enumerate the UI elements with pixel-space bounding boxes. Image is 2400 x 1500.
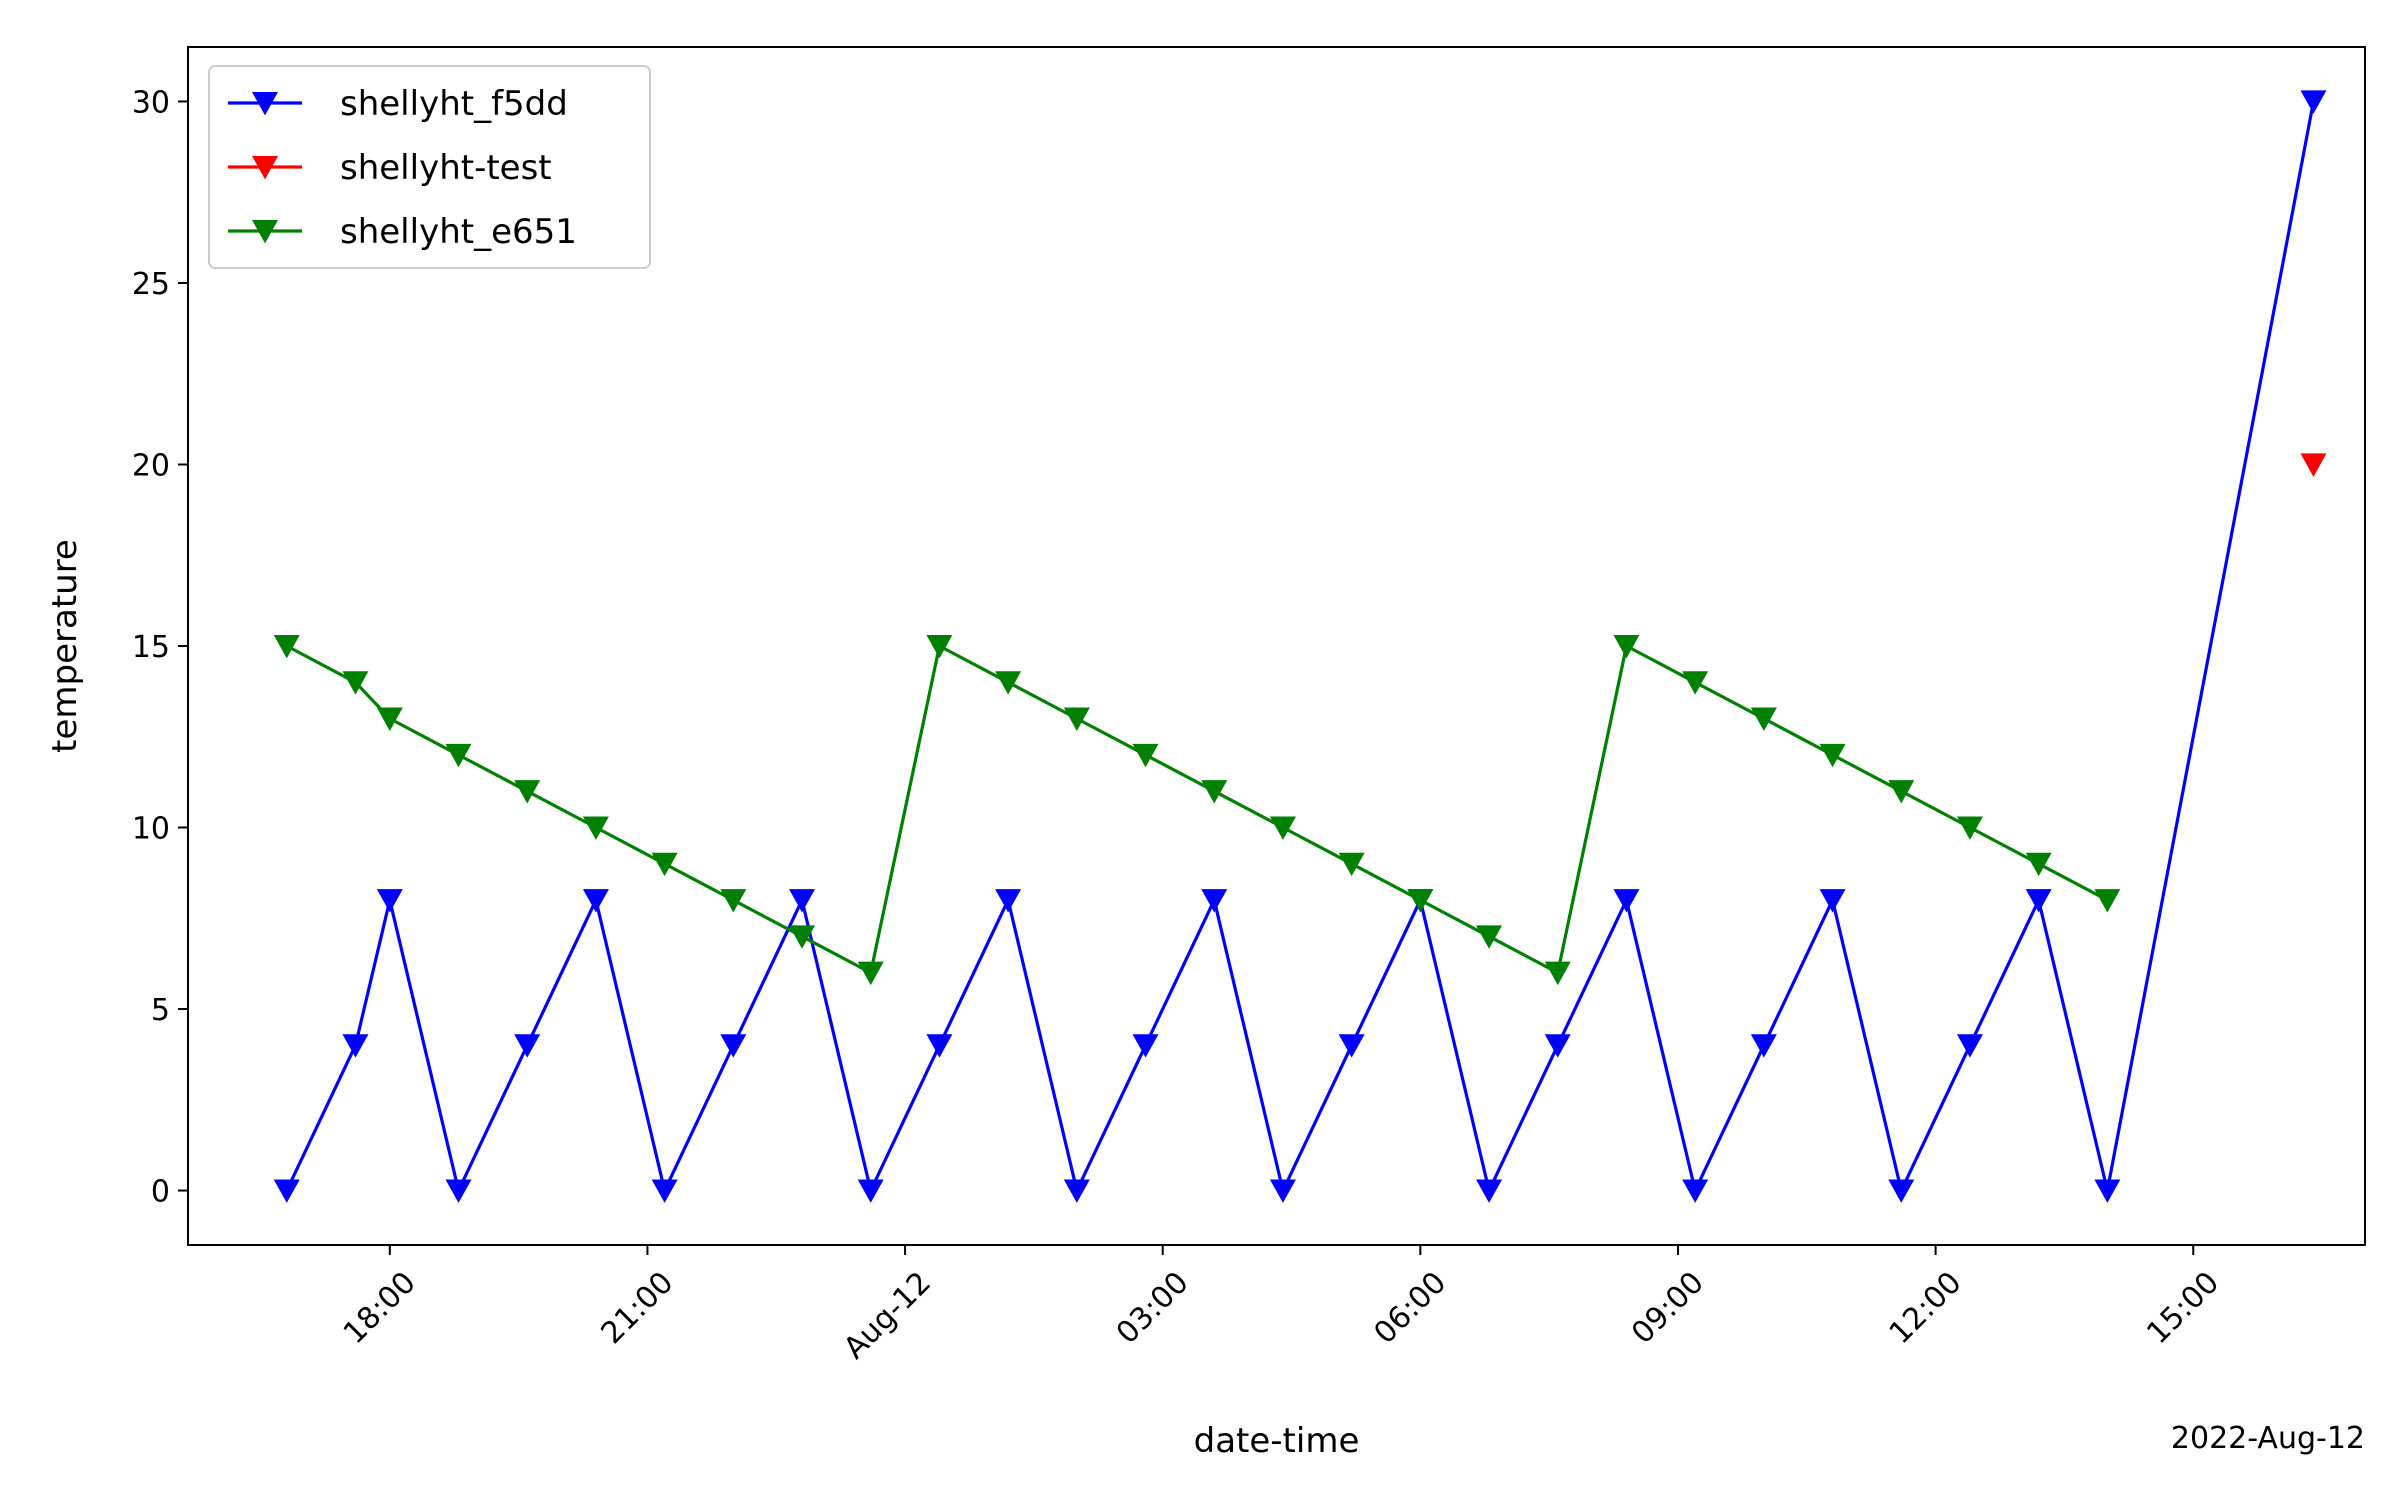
- y-axis: 0 5 10 15 20 25 30: [132, 85, 188, 1210]
- data-point-marker: [1819, 889, 1846, 913]
- y-tick-label: 5: [151, 993, 170, 1028]
- data-point-marker: [376, 889, 403, 913]
- y-tick-label: 25: [132, 267, 170, 302]
- data-point-marker: [1888, 1179, 1915, 1203]
- legend-box: [208, 65, 651, 269]
- legend-label: shellyht_f5dd: [340, 84, 568, 124]
- y-tick-label: 30: [132, 85, 170, 120]
- legend-marker: [252, 91, 278, 116]
- data-point-marker: [720, 1034, 747, 1058]
- data-point-marker: [1476, 1179, 1503, 1203]
- data-point-marker: [1956, 816, 1983, 840]
- legend-marker: [252, 219, 278, 244]
- legend-label: shellyht-test: [340, 148, 552, 188]
- data-point-marker: [1338, 852, 1365, 877]
- data-point-marker: [1750, 1034, 1777, 1058]
- data-point-marker: [514, 1034, 541, 1058]
- data-point-marker: [582, 889, 609, 913]
- data-point-marker: [1682, 1179, 1709, 1203]
- data-point-marker: [1682, 671, 1709, 695]
- data-point-marker: [1750, 707, 1777, 731]
- data-point-marker: [1613, 634, 1640, 659]
- series-shellyht-test: [2300, 453, 2327, 477]
- data-point-marker: [1613, 889, 1640, 913]
- data-point-marker: [2300, 90, 2327, 114]
- data-point-marker: [1201, 780, 1228, 804]
- data-point-marker: [1819, 743, 1846, 768]
- series-shellyht_f5dd: [273, 90, 2327, 1203]
- data-point-marker: [1476, 925, 1503, 949]
- data-point-marker: [1132, 1034, 1159, 1058]
- data-point-marker: [445, 1179, 472, 1203]
- data-point-marker: [376, 707, 403, 731]
- data-point-marker: [342, 1034, 369, 1058]
- data-point-marker: [2300, 453, 2327, 477]
- data-point-marker: [1544, 961, 1571, 986]
- legend-item: shellyht_f5dd: [228, 84, 568, 124]
- data-point-marker: [1544, 1034, 1571, 1058]
- legend-marker: [252, 155, 278, 180]
- data-point-marker: [2025, 852, 2052, 877]
- y-tick-label: 15: [132, 630, 170, 665]
- legend-item: shellyht_e651: [228, 212, 577, 252]
- data-point-marker: [342, 671, 369, 695]
- data-point-marker: [2094, 1179, 2121, 1203]
- y-tick-label: 0: [151, 1175, 170, 1210]
- series-shellyht_e651: [273, 634, 2121, 986]
- x-axis-offset-label: 2022-Aug-12: [2171, 1421, 2365, 1456]
- data-point-marker: [582, 816, 609, 840]
- data-point-marker: [651, 852, 678, 877]
- data-point-marker: [1132, 743, 1159, 768]
- y-tick-label: 10: [132, 812, 170, 847]
- data-point-marker: [1063, 1179, 1090, 1203]
- data-point-marker: [789, 889, 816, 913]
- data-point-marker: [273, 634, 300, 659]
- x-axis-label: date-time: [1194, 1421, 1360, 1461]
- data-point-marker: [1888, 780, 1915, 804]
- data-point-marker: [514, 780, 541, 804]
- legend-label: shellyht_e651: [340, 212, 577, 252]
- data-point-marker: [273, 1179, 300, 1203]
- data-point-marker: [857, 961, 884, 986]
- data-point-marker: [1338, 1034, 1365, 1058]
- data-point-marker: [857, 1179, 884, 1203]
- data-point-marker: [720, 889, 747, 913]
- data-point-marker: [789, 925, 816, 949]
- data-point-marker: [2094, 889, 2121, 913]
- data-point-marker: [1201, 889, 1228, 913]
- y-tick-label: 20: [132, 448, 170, 483]
- data-point-marker: [995, 889, 1022, 913]
- data-point-marker: [995, 671, 1022, 695]
- data-point-marker: [1269, 1179, 1296, 1203]
- data-point-marker: [2025, 889, 2052, 913]
- data-point-marker: [926, 634, 953, 659]
- series-line: [286, 644, 2109, 975]
- legend: shellyht_f5dd shellyht-test shellyht_e651: [208, 65, 651, 269]
- data-point-marker: [651, 1179, 678, 1203]
- data-point-marker: [445, 743, 472, 768]
- data-point-marker: [1407, 889, 1434, 913]
- data-point-marker: [1956, 1034, 1983, 1058]
- data-point-marker: [1063, 707, 1090, 731]
- data-point-marker: [1269, 816, 1296, 840]
- plot-area: [273, 90, 2327, 1203]
- y-axis-label: temperature: [45, 539, 85, 753]
- data-point-marker: [926, 1034, 953, 1058]
- legend-item: shellyht-test: [228, 148, 552, 188]
